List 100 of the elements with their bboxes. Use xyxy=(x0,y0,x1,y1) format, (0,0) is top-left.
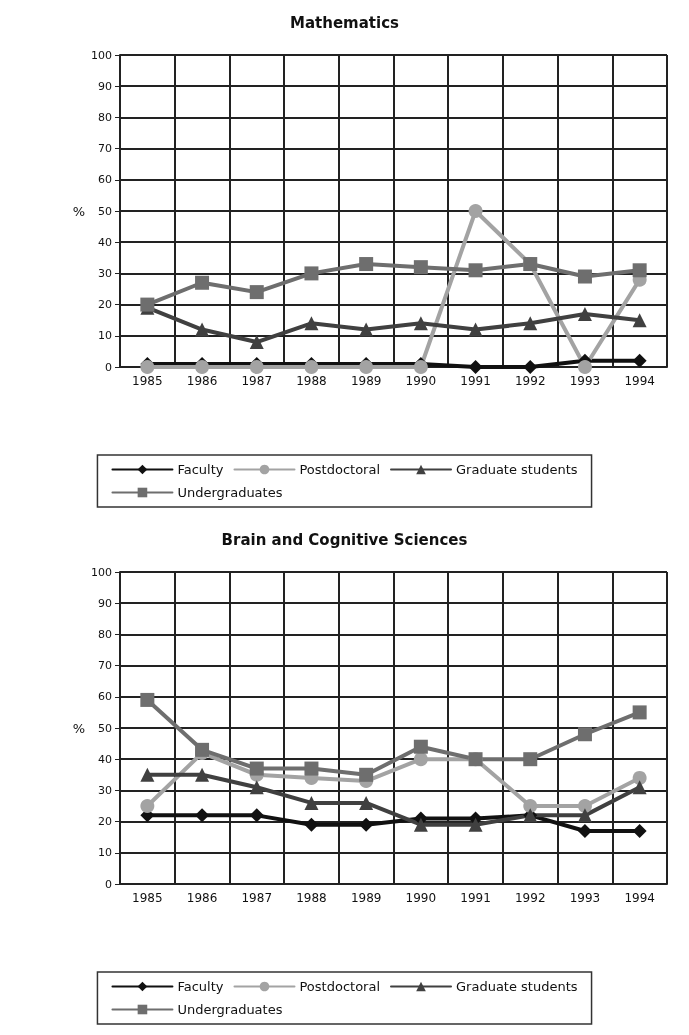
y-tick-label: 100 xyxy=(91,565,112,579)
legend-label: Postdoctoral xyxy=(299,462,381,477)
y-tick-label: 70 xyxy=(98,659,112,673)
x-tick-label: 1987 xyxy=(241,891,273,905)
point xyxy=(632,353,647,368)
point xyxy=(632,263,647,278)
point xyxy=(577,799,592,813)
point xyxy=(195,767,210,782)
point xyxy=(413,817,428,832)
y-tick-label: 90 xyxy=(98,596,112,610)
y-tick-label: 70 xyxy=(98,142,112,156)
x-tick-label: 1986 xyxy=(186,374,218,388)
point xyxy=(359,767,374,782)
legend-label: Graduate students xyxy=(456,979,578,994)
legend-label: Faculty xyxy=(177,462,224,477)
x-tick-label: 1994 xyxy=(624,891,655,905)
point xyxy=(413,752,428,767)
point xyxy=(468,322,483,337)
x-tick-label: 1991 xyxy=(460,374,491,388)
point xyxy=(140,799,155,813)
point xyxy=(359,257,374,272)
y-axis-title: % xyxy=(72,203,86,219)
point xyxy=(304,360,319,374)
y-tick-label: 20 xyxy=(98,298,112,312)
point xyxy=(249,335,264,350)
x-tick-label: 1985 xyxy=(132,374,163,388)
x-tick-label: 1992 xyxy=(514,891,546,905)
point xyxy=(195,275,210,290)
point xyxy=(468,817,483,832)
x-tick-label: 1993 xyxy=(569,374,601,388)
point xyxy=(195,808,210,823)
y-tick-label: 80 xyxy=(98,627,112,641)
x-tick-label: 1990 xyxy=(405,374,437,388)
y-tick-label: 30 xyxy=(98,266,112,280)
point xyxy=(632,823,647,838)
point xyxy=(304,316,319,331)
point xyxy=(140,360,155,374)
point xyxy=(577,360,592,374)
point xyxy=(413,316,428,331)
x-tick-label: 1991 xyxy=(460,891,491,905)
y-tick-label: 100 xyxy=(91,48,112,62)
y-tick-label: 40 xyxy=(98,752,112,766)
x-tick-label: 1989 xyxy=(350,891,382,905)
point xyxy=(632,313,647,328)
point xyxy=(195,322,210,337)
chart-title: Mathematics xyxy=(290,13,400,32)
x-tick-label: 1993 xyxy=(569,891,601,905)
legend-label: Faculty xyxy=(177,979,224,994)
point xyxy=(632,770,647,785)
legend-label: Postdoctoral xyxy=(299,979,381,994)
y-tick-label: 20 xyxy=(98,815,112,829)
point xyxy=(249,285,264,300)
x-tick-label: 1989 xyxy=(350,374,382,388)
point xyxy=(304,795,319,810)
point xyxy=(359,360,374,374)
point xyxy=(249,761,264,776)
point xyxy=(523,799,538,813)
point xyxy=(359,795,374,810)
point xyxy=(577,808,592,823)
y-tick-label: 90 xyxy=(98,79,112,93)
y-tick-label: 30 xyxy=(98,783,112,797)
point xyxy=(304,817,319,832)
point xyxy=(359,817,374,832)
point xyxy=(468,263,483,278)
y-tick-label: 0 xyxy=(105,360,112,374)
legend-label: Undergraduates xyxy=(177,485,283,500)
y-tick-label: 0 xyxy=(105,877,112,891)
point xyxy=(577,823,592,838)
point xyxy=(413,260,428,275)
x-tick-label: 1988 xyxy=(296,374,327,388)
point xyxy=(304,266,319,281)
x-tick-label: 1987 xyxy=(241,374,273,388)
point xyxy=(632,705,647,720)
point xyxy=(359,322,374,337)
y-axis-title: % xyxy=(72,720,86,736)
x-tick-label: 1992 xyxy=(514,374,546,388)
legend-label: Undergraduates xyxy=(177,1002,283,1017)
y-tick-label: 40 xyxy=(98,235,112,249)
point xyxy=(249,780,264,795)
x-tick-label: 1990 xyxy=(405,891,437,905)
y-tick-label: 10 xyxy=(98,846,112,860)
y-tick-label: 60 xyxy=(98,690,112,704)
point xyxy=(413,739,428,754)
point xyxy=(468,204,483,218)
point xyxy=(140,767,155,782)
point xyxy=(413,360,428,374)
y-tick-label: 50 xyxy=(98,204,112,218)
point xyxy=(523,316,538,331)
point xyxy=(140,692,155,707)
point xyxy=(304,761,319,776)
y-tick-label: 80 xyxy=(98,110,112,124)
point xyxy=(577,269,592,284)
y-tick-label: 60 xyxy=(98,173,112,187)
point xyxy=(632,780,647,795)
point xyxy=(523,360,538,374)
point xyxy=(577,727,592,742)
point xyxy=(468,360,483,374)
x-tick-label: 1994 xyxy=(624,374,655,388)
y-tick-label: 10 xyxy=(98,329,112,343)
point xyxy=(249,360,264,374)
